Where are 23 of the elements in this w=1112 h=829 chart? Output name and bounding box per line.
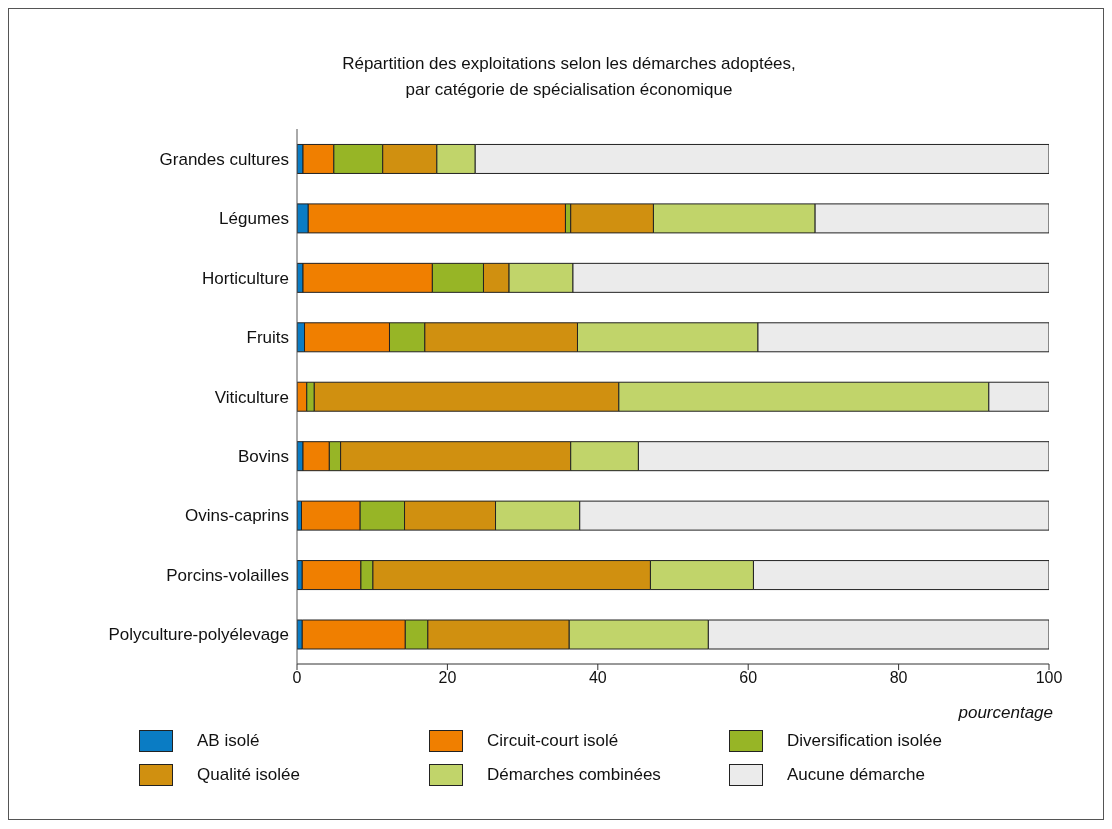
x-tick-label: 0: [292, 669, 302, 687]
y-tick-label: Ovins-caprins: [185, 506, 289, 526]
x-tick-label: 60: [739, 669, 758, 687]
legend-label: Démarches combinées: [487, 765, 661, 785]
y-tick-label: Viticulture: [214, 387, 289, 407]
x-tick-label: 40: [588, 669, 607, 687]
legend-label: Qualité isolée: [197, 765, 301, 785]
y-tick-label: Grandes cultures: [159, 149, 289, 169]
y-tick-label: Porcins-volailles: [166, 565, 289, 585]
x-axis-title: pourcentage: [957, 703, 1053, 722]
legend-label: Aucune démarche: [787, 765, 925, 785]
legend-label: Diversification isolée: [787, 731, 942, 751]
x-tick-label: 80: [889, 669, 908, 687]
y-tick-label: Légumes: [219, 209, 289, 229]
x-tick-label: 20: [438, 669, 457, 687]
y-tick-label: Polyculture-polyélevage: [108, 625, 289, 645]
y-tick-label: Fruits: [246, 328, 289, 348]
legend-label: AB isolé: [197, 731, 260, 751]
y-tick-label: Horticulture: [202, 268, 289, 288]
x-tick-label: 100: [1035, 669, 1063, 687]
legend-label: Circuit-court isolé: [487, 731, 619, 751]
y-tick-label: Bovins: [237, 446, 289, 466]
chart-title: Répartition des exploitations selon les démarches adoptées, par catégorie de spécialisation économique: [341, 53, 797, 101]
